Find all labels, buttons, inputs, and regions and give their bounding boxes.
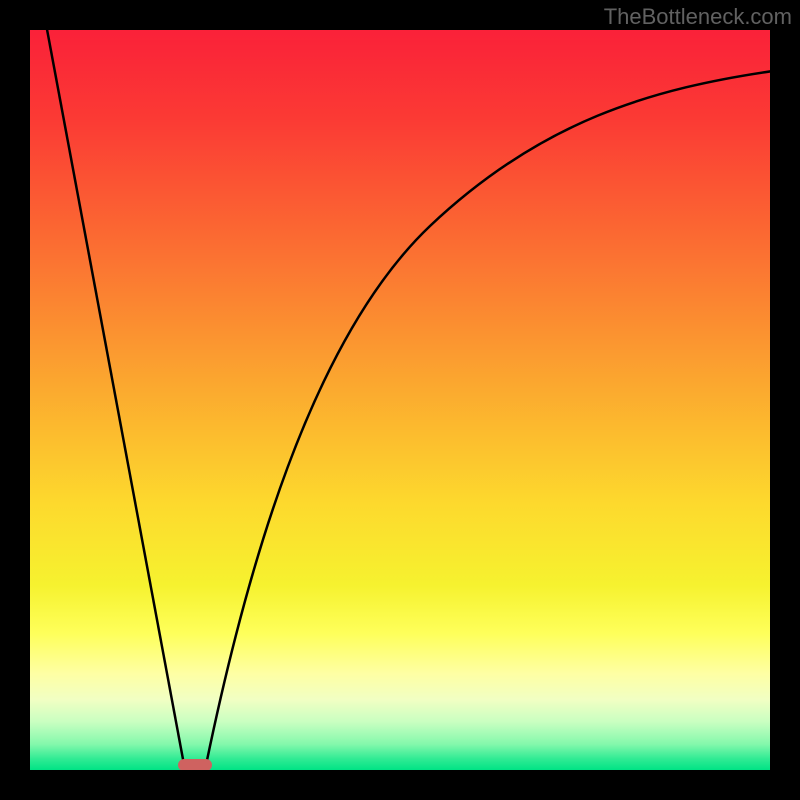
- right-rising-curve: [205, 70, 770, 770]
- plot-area: [30, 30, 770, 770]
- curve-layer: [30, 30, 770, 770]
- minimum-marker: [178, 759, 212, 770]
- left-descending-line: [46, 30, 185, 770]
- watermark-text: TheBottleneck.com: [604, 4, 792, 30]
- chart-container: TheBottleneck.com: [0, 0, 800, 800]
